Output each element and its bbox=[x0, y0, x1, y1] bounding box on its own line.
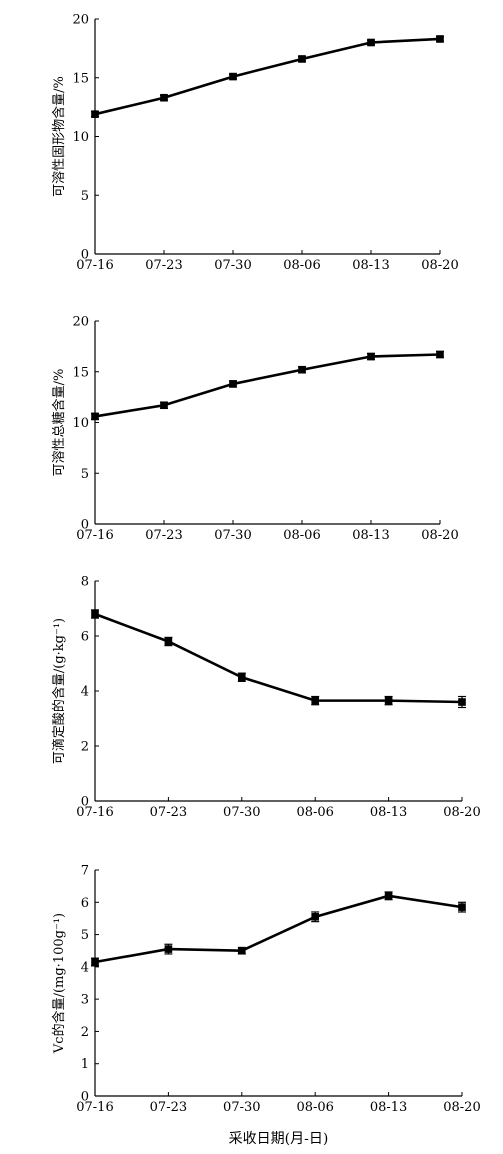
y-tick-label: 4 bbox=[81, 685, 89, 700]
data-point bbox=[160, 93, 168, 102]
x-tick-label: 07-30 bbox=[223, 805, 260, 820]
y-tick-label: 15 bbox=[72, 71, 89, 86]
y-tick-label: 5 bbox=[81, 928, 89, 943]
series-line bbox=[94, 612, 463, 704]
y-tick-label: 15 bbox=[72, 365, 89, 380]
data-point bbox=[91, 958, 99, 966]
data-point bbox=[367, 352, 375, 361]
x-tick-label: 08-20 bbox=[421, 528, 458, 543]
x-tick-label: 08-06 bbox=[283, 528, 320, 543]
x-tick-label: 07-16 bbox=[76, 805, 113, 820]
y-tick-label: 3 bbox=[81, 993, 89, 1008]
x-tick-label: 08-06 bbox=[296, 1100, 333, 1115]
data-point bbox=[160, 401, 168, 410]
y-axis-label: 可溶性总糖含量/% bbox=[51, 369, 67, 477]
chart-panel-2: 0 5 10 15 20 07-16 07-23 07-30 08-06 08-13 08-20 可溶… bbox=[51, 315, 459, 544]
y-tick-label: 0 bbox=[81, 518, 89, 533]
data-point bbox=[298, 55, 306, 63]
x-tick-label: 08-06 bbox=[296, 805, 333, 820]
y-tick-label: 4 bbox=[81, 960, 89, 975]
y-tick-label: 5 bbox=[81, 467, 89, 482]
x-tick-label: 07-30 bbox=[223, 1100, 260, 1115]
y-tick-label: 0 bbox=[81, 1090, 89, 1105]
x-tick-label: 07-30 bbox=[214, 528, 251, 543]
series-line bbox=[94, 37, 441, 116]
y-tick-label: 0 bbox=[81, 795, 89, 810]
y-axis-label: Vc的含量/(mg·100g⁻¹) bbox=[51, 913, 67, 1054]
y-axis-label: 可溶性固形物含量/% bbox=[51, 76, 67, 197]
data-point bbox=[229, 72, 237, 81]
x-tick-label: 08-20 bbox=[443, 1100, 480, 1115]
x-tick-label: 08-13 bbox=[352, 528, 389, 543]
series-line bbox=[94, 894, 463, 964]
data-point bbox=[436, 35, 444, 43]
x-tick-label: 07-23 bbox=[145, 528, 182, 543]
data-point bbox=[91, 610, 99, 618]
y-tick-label: 2 bbox=[81, 740, 89, 755]
data-point bbox=[298, 365, 306, 374]
x-tick-label: 07-23 bbox=[150, 1100, 187, 1115]
y-tick-label: 2 bbox=[81, 1025, 89, 1040]
data-point bbox=[238, 946, 246, 955]
y-tick-label: 10 bbox=[72, 130, 89, 145]
x-tick-label: 07-16 bbox=[76, 1100, 113, 1115]
data-point bbox=[164, 637, 173, 646]
chart-panel-3: 0 2 4 6 8 07-16 07-23 07-30 08-06 08-13 08-20 可滴定酸的… bbox=[51, 575, 481, 821]
data-point bbox=[436, 350, 444, 359]
chart-panel-1: 0 5 10 15 20 07-16 07-23 07-30 08-06 08-13 08-20 可溶… bbox=[51, 13, 459, 274]
series-line bbox=[94, 353, 441, 418]
x-tick-label: 07-16 bbox=[76, 528, 113, 543]
y-tick-label: 1 bbox=[81, 1057, 89, 1072]
y-tick-label: 20 bbox=[72, 315, 89, 330]
y-tick-label: 6 bbox=[81, 896, 89, 911]
data-point bbox=[238, 673, 246, 682]
y-tick-label: 20 bbox=[72, 13, 89, 28]
x-axis-label: 采收日期(月-日) bbox=[229, 1131, 329, 1147]
y-tick-label: 6 bbox=[81, 630, 89, 645]
x-tick-label: 08-20 bbox=[443, 805, 480, 820]
y-tick-label: 8 bbox=[81, 575, 89, 590]
x-tick-label: 08-13 bbox=[370, 805, 407, 820]
x-tick-label: 07-16 bbox=[76, 258, 113, 273]
data-point bbox=[311, 696, 319, 705]
data-point bbox=[91, 412, 99, 421]
y-tick-label: 7 bbox=[81, 864, 89, 879]
y-tick-label: 10 bbox=[72, 416, 89, 431]
x-tick-label: 07-23 bbox=[145, 258, 182, 273]
x-tick-label: 07-30 bbox=[214, 258, 251, 273]
x-tick-label: 08-06 bbox=[283, 258, 320, 273]
data-point bbox=[458, 698, 466, 706]
data-point bbox=[384, 696, 393, 705]
data-point bbox=[229, 380, 237, 388]
y-tick-label: 5 bbox=[81, 189, 89, 204]
data-point bbox=[164, 945, 173, 953]
data-point bbox=[311, 913, 319, 921]
chart-panel-4: 0 1 2 3 4 5 6 7 07-16 07-23 07-30 08-06 08-13 08-20 Vc… bbox=[51, 864, 481, 1148]
y-tick-label: 0 bbox=[81, 248, 89, 263]
x-tick-label: 08-13 bbox=[370, 1100, 407, 1115]
data-point bbox=[91, 110, 99, 118]
x-tick-label: 08-13 bbox=[352, 258, 389, 273]
data-point bbox=[384, 892, 393, 900]
x-tick-label: 08-20 bbox=[421, 258, 458, 273]
y-axis-label: 可滴定酸的含量/(g·kg⁻¹) bbox=[51, 618, 67, 764]
data-point bbox=[458, 903, 466, 911]
data-point bbox=[367, 38, 375, 47]
x-tick-label: 07-23 bbox=[150, 805, 187, 820]
